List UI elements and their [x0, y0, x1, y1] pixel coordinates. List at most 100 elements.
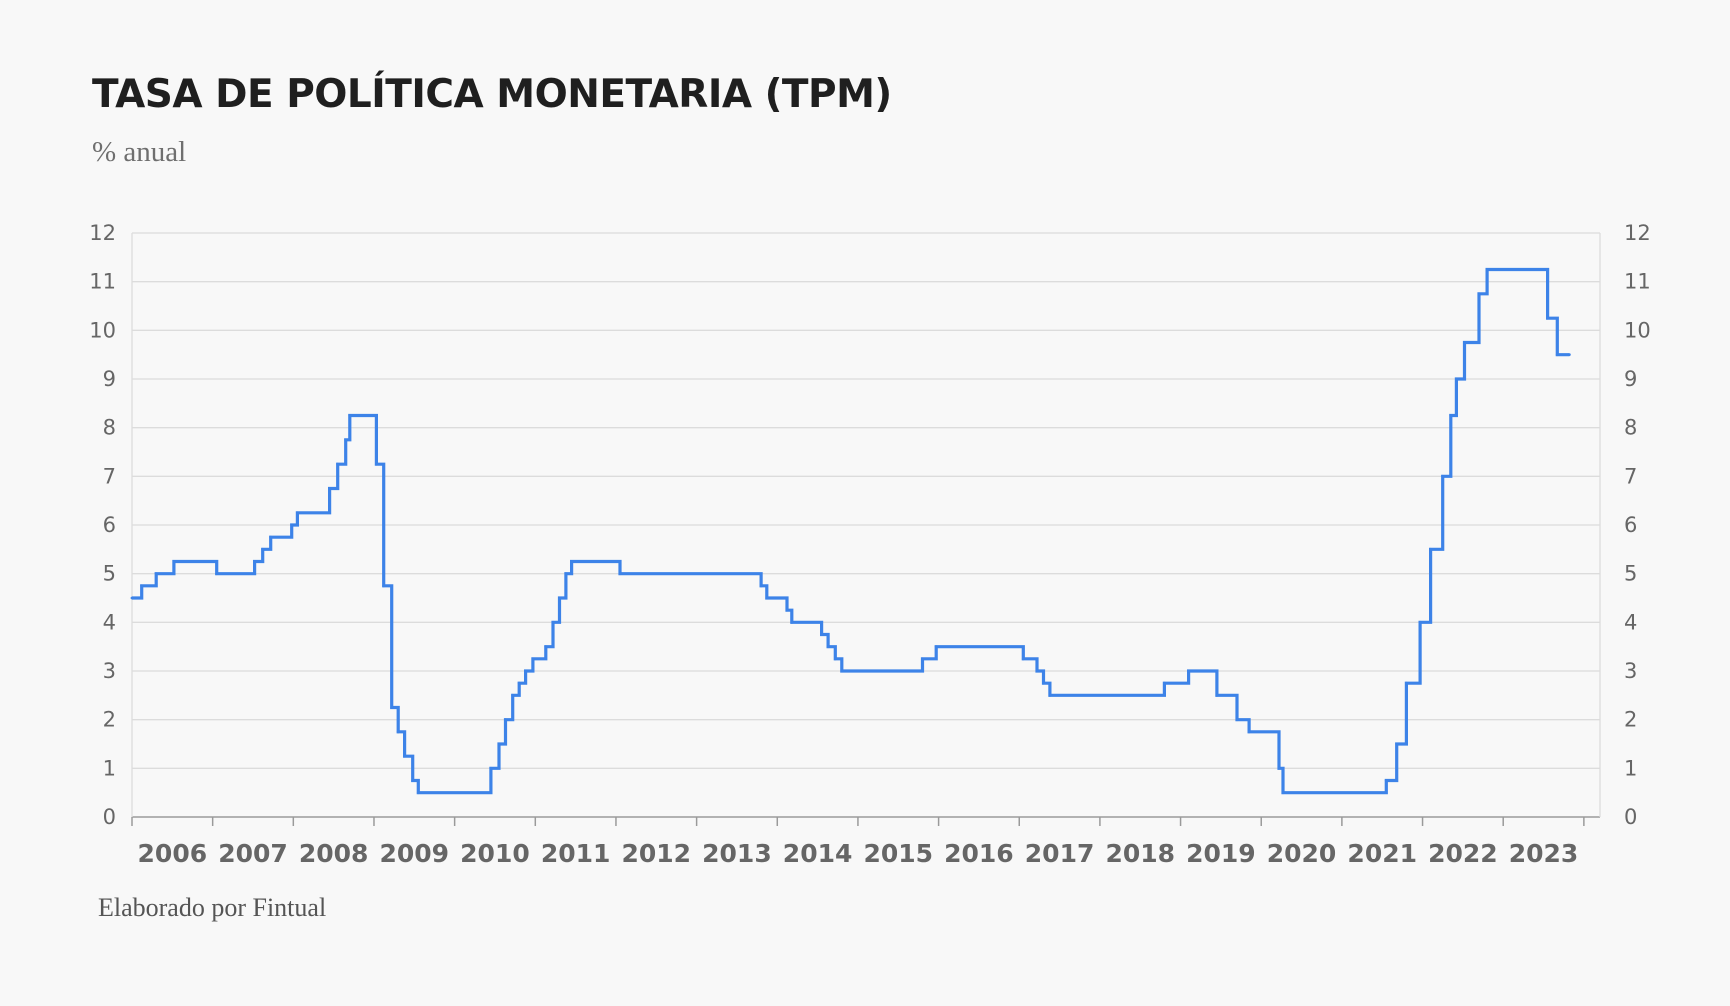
data-point	[130, 596, 134, 600]
data-point	[1235, 718, 1239, 722]
y-tick-label-right: 8	[1624, 416, 1637, 440]
data-point	[1441, 474, 1445, 478]
y-tick-label-right: 10	[1624, 318, 1651, 342]
chart-credit: Elaborado por Fintual	[98, 893, 327, 922]
data-point	[1247, 730, 1251, 734]
y-tick-label-right: 12	[1624, 221, 1651, 245]
data-point	[544, 645, 548, 649]
data-point	[1021, 657, 1025, 661]
x-tick-label: 2017	[1025, 839, 1095, 868]
data-point	[1555, 353, 1559, 357]
data-point	[328, 487, 332, 490]
y-tick-label-right: 5	[1624, 562, 1637, 586]
data-point	[374, 462, 378, 466]
data-point	[1042, 681, 1045, 685]
data-point	[269, 535, 273, 539]
data-point	[790, 620, 794, 624]
y-tick-label-left: 12	[89, 221, 116, 245]
data-point	[344, 438, 348, 442]
data-point	[261, 547, 265, 551]
x-tick-label: 2015	[863, 839, 933, 868]
data-point	[489, 766, 493, 770]
data-point	[1035, 669, 1039, 673]
y-tick-label-left: 8	[103, 416, 116, 440]
data-point	[403, 754, 407, 758]
y-tick-label-right: 7	[1624, 464, 1637, 488]
data-point	[1418, 620, 1422, 624]
x-tick-label: 2019	[1186, 839, 1256, 868]
data-point	[511, 693, 515, 697]
data-point	[524, 669, 528, 673]
data-point	[1567, 353, 1571, 357]
y-tick-label-left: 1	[103, 756, 116, 780]
data-point	[765, 596, 769, 600]
x-tick-label: 2010	[460, 839, 530, 868]
y-tick-label-left: 6	[103, 513, 116, 537]
data-point	[921, 657, 924, 661]
axes	[131, 233, 1601, 826]
data-point	[1449, 414, 1453, 417]
data-point	[140, 584, 144, 588]
y-tick-label-right: 6	[1624, 513, 1637, 537]
data-point	[1281, 791, 1285, 795]
data-point	[1277, 766, 1281, 770]
data-point	[382, 584, 386, 588]
x-tick-label: 2018	[1105, 839, 1175, 868]
y-tick-label-right: 3	[1624, 659, 1637, 683]
y-tick-label-right: 9	[1624, 367, 1637, 391]
data-point	[411, 779, 415, 782]
y-tick-label-right: 4	[1624, 610, 1637, 634]
data-point	[517, 681, 521, 685]
x-tick-label: 2006	[138, 839, 208, 868]
data-point	[504, 718, 507, 722]
y-tick-label-right: 1	[1624, 756, 1637, 780]
y-tick-label-left: 5	[103, 562, 116, 586]
data-point	[564, 572, 568, 576]
data-point	[934, 645, 938, 649]
chart-title: TASA DE POLÍTICA MONETARIA (TPM)	[92, 72, 892, 117]
data-point	[336, 462, 340, 466]
x-tick-label: 2013	[702, 839, 772, 868]
y-tick-label-left: 4	[103, 610, 116, 634]
data-point	[253, 560, 257, 563]
x-tick-label: 2009	[380, 839, 450, 868]
data-point	[154, 572, 158, 576]
data-point	[840, 669, 844, 673]
data-point	[1395, 742, 1399, 746]
data-point	[1163, 681, 1166, 685]
data-point	[551, 620, 555, 624]
data-point	[215, 572, 219, 576]
x-tick-label: 2007	[218, 839, 288, 868]
y-tick-label-left: 2	[103, 708, 116, 732]
x-tick-label: 2021	[1347, 839, 1417, 868]
data-point	[295, 511, 299, 515]
data-point	[497, 742, 501, 746]
y-tick-label-left: 3	[103, 659, 116, 683]
data-point	[1187, 669, 1191, 673]
y-tick-label-right: 0	[1624, 805, 1637, 829]
series-line-tpm	[132, 267, 1570, 795]
y-tick-label-right: 2	[1624, 708, 1637, 732]
x-tick-label: 2011	[541, 839, 611, 868]
x-tick-label: 2020	[1267, 839, 1337, 868]
y-tick-label-right: 11	[1624, 270, 1651, 294]
data-point	[1455, 377, 1458, 381]
data-point	[558, 596, 561, 600]
y-tick-label-left: 7	[103, 464, 116, 488]
data-point	[1477, 292, 1481, 296]
data-point	[416, 791, 420, 795]
data-point	[396, 730, 400, 734]
series-layer	[130, 267, 1571, 795]
x-tick-label: 2008	[299, 839, 369, 868]
y-tick-label-left: 0	[103, 805, 116, 829]
grid-lines	[132, 232, 1600, 769]
data-point	[1384, 779, 1388, 782]
data-point	[1048, 693, 1052, 697]
data-point	[348, 414, 352, 417]
data-point	[531, 657, 535, 661]
data-point	[1429, 547, 1433, 551]
data-point	[1215, 693, 1219, 697]
